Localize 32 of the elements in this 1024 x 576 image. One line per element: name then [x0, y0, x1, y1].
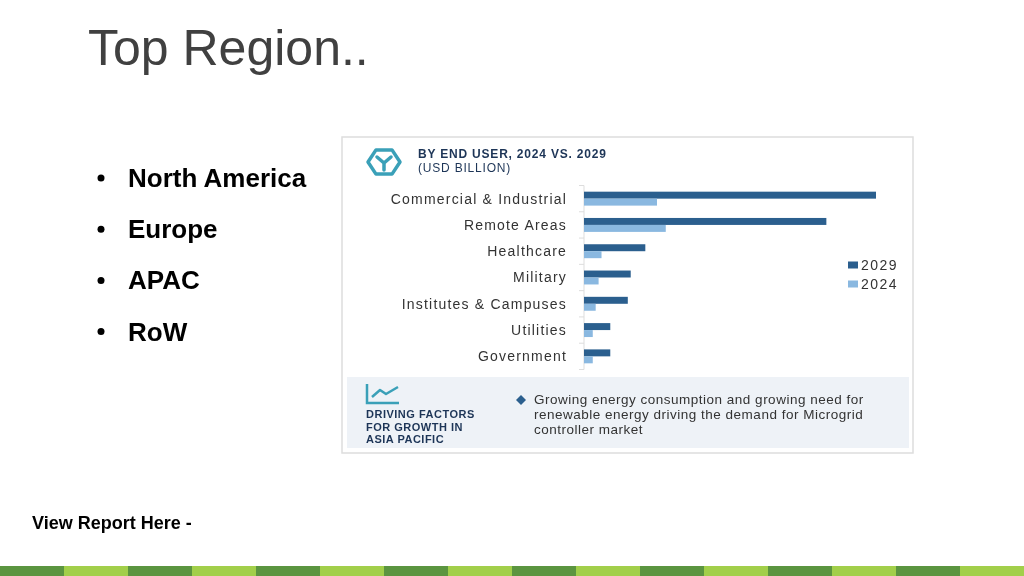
bar	[584, 349, 611, 357]
y-tick-label: Healthcare	[487, 243, 567, 260]
bar	[584, 191, 876, 199]
bar	[584, 217, 827, 225]
bar	[584, 356, 593, 364]
chart-title: BY END USER, 2024 VS. 2029	[418, 147, 607, 161]
bar	[584, 270, 631, 278]
y-tick-label: Institutes & Campuses	[401, 295, 567, 312]
legend-label: 2029	[861, 256, 899, 273]
text: Top Region..	[88, 20, 369, 76]
bar	[584, 296, 628, 304]
text: Europe	[128, 214, 218, 245]
y-tick-label: Remote Areas	[463, 216, 567, 233]
bar	[584, 323, 611, 331]
bar	[584, 198, 657, 206]
bar	[584, 251, 602, 259]
legend-label: 2024	[861, 275, 899, 292]
y-tick-label: Military	[513, 269, 567, 286]
text: (USD BILLION)	[418, 161, 512, 175]
bar	[584, 303, 596, 311]
text: APAC	[128, 265, 200, 296]
y-tick-label: Government	[477, 348, 567, 365]
text: RoW	[128, 316, 188, 347]
bar	[584, 244, 646, 252]
text: View Report Here -	[32, 513, 192, 533]
text: DRIVING FACTORS FOR GROWTH IN ASIA PACIFIC	[366, 408, 475, 446]
bar	[584, 224, 666, 232]
text: North America	[128, 163, 307, 193]
y-tick-label: Utilities	[511, 321, 567, 338]
text: Growing energy consumption and growing need for renewable energy driving the demand for Microgrid controller market	[534, 392, 864, 437]
bar	[584, 330, 593, 338]
y-tick-label: Commercial & Industrial	[390, 190, 567, 207]
